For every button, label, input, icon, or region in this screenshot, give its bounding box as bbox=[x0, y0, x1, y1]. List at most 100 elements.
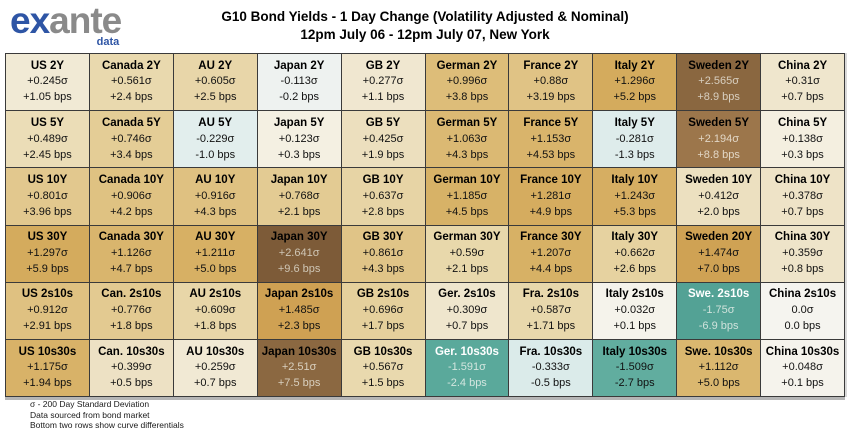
heatmap-cell: Can. 2s10s +0.776σ +1.8 bps bbox=[89, 282, 173, 339]
heatmap-grid: US 2Y +0.245σ +1.05 bps Canada 2Y +0.561σ +2.… bbox=[5, 53, 845, 397]
cell-bps-value: +2.3 bps bbox=[277, 320, 321, 333]
cell-label: AU 2Y bbox=[198, 59, 233, 72]
cell-label: China 30Y bbox=[774, 231, 831, 244]
cell-sigma-value: +1.185σ bbox=[446, 189, 488, 202]
cell-sigma-value: +0.801σ bbox=[27, 189, 68, 202]
heatmap-cell: Can. 10s30s +0.399σ +0.5 bps bbox=[89, 339, 173, 396]
heatmap-cell: Italy 2s10s +0.032σ +0.1 bps bbox=[593, 282, 677, 339]
heatmap-cell: Canada 30Y +1.126σ +4.7 bps bbox=[89, 225, 173, 282]
cell-bps-value: +3.96 bps bbox=[23, 205, 72, 218]
exante-logo: exante data bbox=[10, 0, 122, 48]
cell-sigma-value: +0.605σ bbox=[194, 75, 236, 88]
cell-label: Swe. 10s30s bbox=[684, 345, 753, 358]
cell-bps-value: +8.9 bps bbox=[697, 91, 740, 104]
logo-data-text: data bbox=[96, 36, 120, 48]
cell-bps-value: +0.3 bps bbox=[277, 148, 321, 161]
heatmap-cell: Japan 10s30s +2.51σ +7.5 bps bbox=[257, 339, 341, 396]
cell-bps-value: +1.7 bps bbox=[361, 320, 405, 333]
cell-sigma-value: +0.138σ bbox=[782, 132, 823, 145]
cell-bps-value: +5.2 bps bbox=[613, 91, 656, 104]
heatmap-cell: France 10Y +1.281σ +4.9 bps bbox=[509, 168, 593, 225]
cell-label: German 2Y bbox=[436, 59, 498, 72]
heatmap-cell: GB 5Y +0.425σ +1.9 bps bbox=[341, 111, 425, 168]
cell-label: German 30Y bbox=[433, 231, 501, 244]
chart-title: G10 Bond Yields - 1 Day Change (Volatili… bbox=[221, 9, 629, 24]
cell-label: GB 2Y bbox=[365, 59, 401, 72]
cell-bps-value: -0.5 bps bbox=[530, 377, 571, 390]
cell-bps-value: +8.8 bps bbox=[697, 148, 740, 161]
cell-label: Canada 5Y bbox=[101, 116, 161, 129]
cell-sigma-value: -1.75σ bbox=[702, 304, 735, 317]
cell-sigma-value: +0.906σ bbox=[110, 189, 152, 202]
cell-bps-value: +5.9 bps bbox=[26, 262, 69, 275]
cell-sigma-value: +1.281σ bbox=[530, 189, 572, 202]
cell-sigma-value: +0.609σ bbox=[194, 304, 236, 317]
cell-label: China 10s30s bbox=[765, 345, 840, 358]
logo-ex-text: ex bbox=[10, 0, 50, 41]
cell-bps-value: 0.0 bps bbox=[784, 320, 821, 333]
cell-bps-value: +1.71 bps bbox=[526, 320, 576, 333]
cell-label: German 10Y bbox=[433, 174, 501, 187]
cell-sigma-value: +0.861σ bbox=[362, 246, 404, 259]
cell-bps-value: +4.5 bps bbox=[445, 205, 489, 218]
heatmap-cell: US 2s10s +0.912σ +2.91 bps bbox=[6, 282, 89, 339]
heatmap-cell: German 5Y +1.063σ +4.3 bps bbox=[425, 111, 509, 168]
cell-bps-value: +0.1 bps bbox=[781, 377, 824, 390]
heatmap-cell: AU 2s10s +0.609σ +1.8 bps bbox=[173, 282, 257, 339]
heatmap-cell: AU 5Y -0.229σ -1.0 bps bbox=[173, 111, 257, 168]
cell-bps-value: +4.3 bps bbox=[445, 148, 489, 161]
cell-sigma-value: +0.399σ bbox=[110, 361, 152, 374]
cell-label: Italy 30Y bbox=[611, 231, 659, 244]
cell-bps-value: +0.3 bps bbox=[781, 148, 824, 161]
cell-label: AU 5Y bbox=[198, 116, 233, 129]
heatmap-cell: Italy 10s30s -1.509σ -2.7 bps bbox=[593, 339, 677, 396]
cell-sigma-value: +0.048σ bbox=[782, 361, 823, 374]
heatmap-cell: AU 10s30s +0.259σ +0.7 bps bbox=[173, 339, 257, 396]
cell-sigma-value: +0.245σ bbox=[27, 75, 68, 88]
heatmap-cell: China 2Y +0.31σ +0.7 bps bbox=[761, 54, 844, 111]
cell-sigma-value: -0.113σ bbox=[280, 75, 318, 88]
cell-label: Japan 30Y bbox=[270, 231, 328, 244]
cell-bps-value: -6.9 bps bbox=[698, 320, 739, 333]
cell-sigma-value: +0.916σ bbox=[194, 189, 236, 202]
cell-label: Italy 5Y bbox=[614, 116, 655, 129]
cell-sigma-value: +0.259σ bbox=[194, 361, 236, 374]
heatmap-cell: France 30Y +1.207σ +4.4 bps bbox=[509, 225, 593, 282]
heatmap-cell: US 10s30s +1.175σ +1.94 bps bbox=[6, 339, 89, 396]
heatmap-cell: Japan 5Y +0.123σ +0.3 bps bbox=[257, 111, 341, 168]
cell-label: Sweden 5Y bbox=[688, 116, 749, 129]
cell-bps-value: +1.05 bps bbox=[23, 91, 72, 104]
cell-bps-value: +9.6 bps bbox=[277, 262, 321, 275]
heatmap-cell: GB 2s10s +0.696σ +1.7 bps bbox=[341, 282, 425, 339]
cell-sigma-value: +0.587σ bbox=[530, 304, 572, 317]
cell-label: Italy 10Y bbox=[611, 174, 659, 187]
cell-label: AU 2s10s bbox=[189, 288, 242, 301]
cell-bps-value: +3.19 bps bbox=[526, 91, 576, 104]
cell-sigma-value: 0.0σ bbox=[791, 304, 814, 317]
cell-sigma-value: +1.175σ bbox=[27, 361, 68, 374]
heatmap-cell: German 10Y +1.185σ +4.5 bps bbox=[425, 168, 509, 225]
cell-bps-value: +0.7 bps bbox=[781, 205, 824, 218]
cell-sigma-value: +0.88σ bbox=[533, 75, 569, 88]
heatmap-cell: US 10Y +0.801σ +3.96 bps bbox=[6, 168, 89, 225]
cell-sigma-value: -1.591σ bbox=[447, 361, 486, 374]
cell-label: AU 10Y bbox=[195, 174, 236, 187]
cell-bps-value: +1.1 bps bbox=[361, 91, 405, 104]
cell-bps-value: +5.3 bps bbox=[613, 205, 656, 218]
heatmap-cell: Italy 5Y -0.281σ -1.3 bps bbox=[593, 111, 677, 168]
cell-label: Ger. 10s30s bbox=[434, 345, 499, 358]
cell-sigma-value: +1.063σ bbox=[446, 132, 488, 145]
cell-label: Italy 2Y bbox=[614, 59, 655, 72]
cell-bps-value: +0.1 bps bbox=[613, 320, 656, 333]
heatmap-cell: Canada 2Y +0.561σ +2.4 bps bbox=[89, 54, 173, 111]
cell-bps-value: -2.7 bps bbox=[614, 377, 655, 390]
heatmap-cell: China 2s10s 0.0σ 0.0 bps bbox=[761, 282, 844, 339]
heatmap-cell: Ger. 2s10s +0.309σ +0.7 bps bbox=[425, 282, 509, 339]
cell-bps-value: +0.7 bps bbox=[193, 377, 237, 390]
cell-bps-value: -1.3 bps bbox=[614, 148, 655, 161]
cell-label: Canada 2Y bbox=[101, 59, 161, 72]
cell-bps-value: +2.6 bps bbox=[613, 262, 656, 275]
cell-sigma-value: +0.696σ bbox=[362, 304, 404, 317]
cell-sigma-value: +1.112σ bbox=[698, 361, 739, 374]
cell-sigma-value: +0.768σ bbox=[278, 189, 320, 202]
